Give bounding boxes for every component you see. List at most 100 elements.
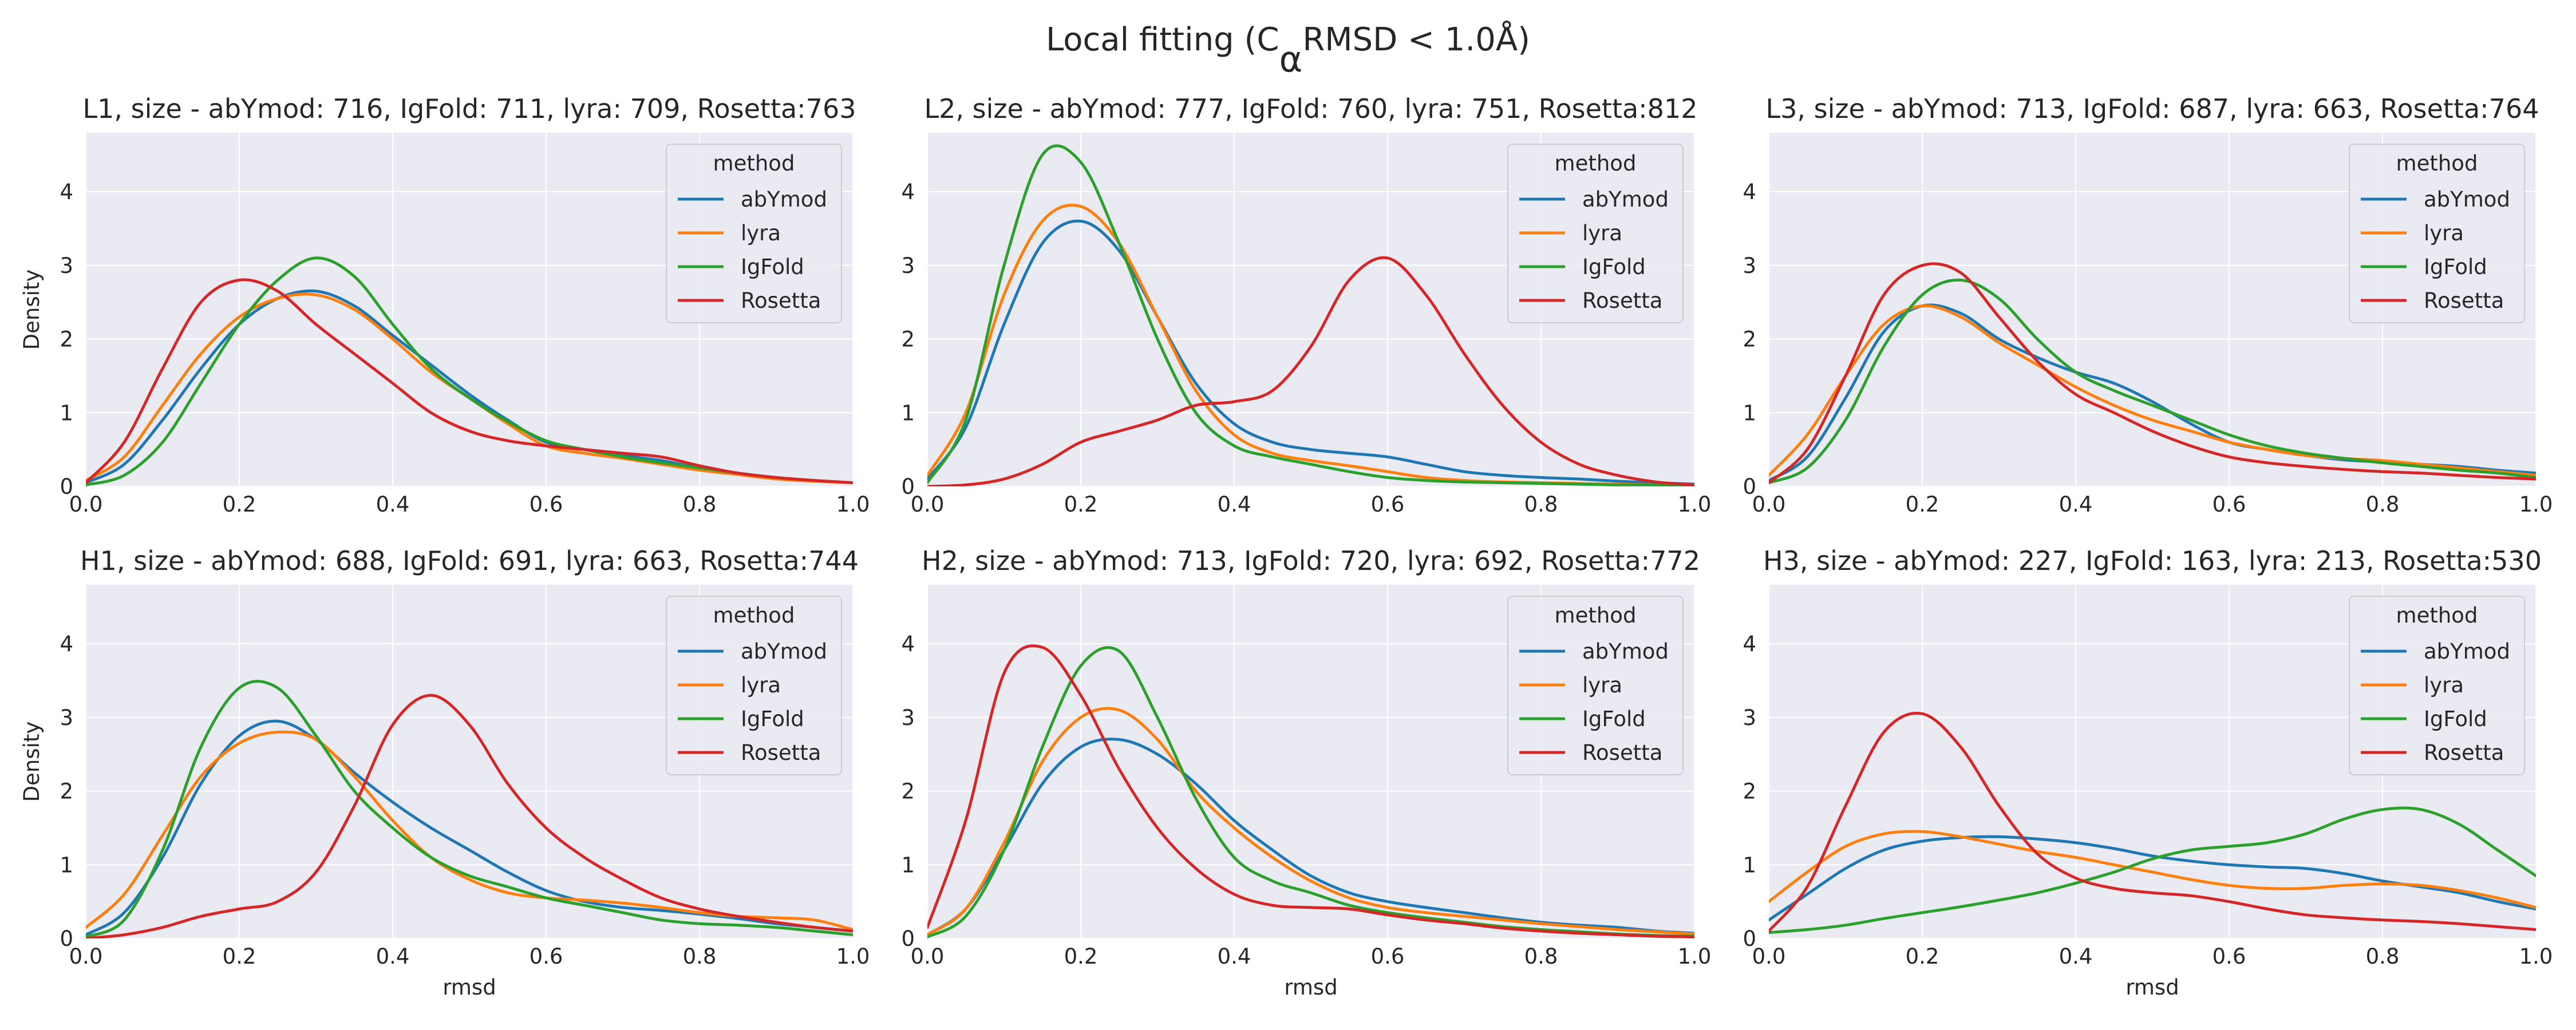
subplot-5: H3, size - abYmod: 227, IgFold: 163, lyr… xyxy=(1743,545,2553,1000)
legend-box xyxy=(1507,596,1684,775)
x-axis-label: rmsd xyxy=(442,975,496,1000)
x-tick-label: 1.0 xyxy=(2519,944,2553,969)
y-tick-label: 1 xyxy=(60,853,73,877)
legend-title: method xyxy=(1555,603,1637,628)
x-tick-label: 0.2 xyxy=(1064,944,1098,969)
x-tick-label: 0.8 xyxy=(683,944,717,969)
y-tick-label: 0 xyxy=(1743,926,1756,951)
x-tick-label: 1.0 xyxy=(2519,492,2553,517)
y-axis-label: Density xyxy=(19,270,44,350)
x-tick-label: 0.8 xyxy=(683,492,717,517)
y-axis-label: Density xyxy=(19,722,44,802)
y-tick-label: 2 xyxy=(901,327,915,352)
x-tick-label: 0.0 xyxy=(1752,944,1786,969)
x-tick-label: 0.2 xyxy=(1906,944,1939,969)
subplot-title: H3, size - abYmod: 227, IgFold: 163, lyr… xyxy=(1763,545,2542,576)
y-tick-label: 4 xyxy=(60,632,73,656)
figure-title-prefix: Local fitting (C xyxy=(1046,21,1279,58)
series-line-IgFold xyxy=(1769,806,2536,934)
y-tick-label: 3 xyxy=(60,253,73,278)
series-line-Rosetta xyxy=(1769,262,2536,485)
figure-title-subscript: α xyxy=(1279,38,1302,80)
subplot-grid: L1, size - abYmod: 716, IgFold: 711, lyr… xyxy=(19,93,2553,1000)
series-line-lyra xyxy=(1769,830,2536,909)
x-tick-label: 0.2 xyxy=(223,944,256,969)
series-line-Rosetta xyxy=(927,256,1694,486)
legend-title: method xyxy=(713,603,795,628)
series-line-IgFold xyxy=(86,680,853,938)
series-line-lyra xyxy=(86,730,853,931)
series-line-Rosetta xyxy=(86,694,853,938)
series-line-abYmod xyxy=(86,719,853,937)
legend-label-Rosetta: Rosetta xyxy=(1582,288,1662,313)
x-tick-label: 0.0 xyxy=(911,492,945,517)
series-line-abYmod xyxy=(927,219,1694,486)
x-axis-label: rmsd xyxy=(1284,975,1337,1000)
subplot-1: L2, size - abYmod: 777, IgFold: 760, lyr… xyxy=(901,93,1711,517)
x-tick-label: 0.4 xyxy=(376,944,410,969)
legend-label-Rosetta: Rosetta xyxy=(741,288,821,313)
y-tick-label: 0 xyxy=(60,926,73,951)
legend-label-lyra: lyra xyxy=(741,221,781,245)
subplot-title: L1, size - abYmod: 716, IgFold: 711, lyr… xyxy=(83,93,856,124)
series-lines xyxy=(1769,262,2536,485)
legend-title: method xyxy=(2396,151,2478,176)
series-line-IgFold xyxy=(927,646,1694,938)
series-lines xyxy=(927,644,1694,938)
x-tick-label: 0.4 xyxy=(2059,492,2093,517)
x-tick-label: 0.8 xyxy=(1524,492,1558,517)
legend-label-Rosetta: Rosetta xyxy=(741,740,821,765)
x-tick-label: 0.0 xyxy=(69,492,103,517)
series-line-lyra xyxy=(927,707,1694,937)
x-tick-label: 0.2 xyxy=(1906,492,1939,517)
x-tick-label: 0.6 xyxy=(2212,944,2246,969)
x-tick-label: 0.4 xyxy=(1218,944,1251,969)
legend-label-lyra: lyra xyxy=(1582,221,1622,245)
legend-label-lyra: lyra xyxy=(741,673,781,698)
series-line-Rosetta xyxy=(1769,711,2536,933)
legend: method abYmod lyra IgFold Rosetta xyxy=(2349,144,2525,323)
y-tick-label: 2 xyxy=(60,779,73,804)
legend-label-IgFold: IgFold xyxy=(741,255,804,279)
figure-title-suffix: RMSD < 1.0Å) xyxy=(1302,21,1530,58)
legend-label-abYmod: abYmod xyxy=(2424,187,2510,212)
subplot-title: L2, size - abYmod: 777, IgFold: 760, lyr… xyxy=(924,93,1698,124)
x-tick-label: 1.0 xyxy=(836,944,870,969)
y-tick-label: 4 xyxy=(901,632,915,656)
legend: method abYmod lyra IgFold Rosetta xyxy=(1507,596,1684,775)
legend-label-IgFold: IgFold xyxy=(2424,255,2487,279)
legend-label-abYmod: abYmod xyxy=(741,639,827,664)
legend-box xyxy=(1507,144,1684,323)
legend-label-Rosetta: Rosetta xyxy=(2424,288,2504,313)
legend-label-abYmod: abYmod xyxy=(741,187,827,212)
x-tick-label: 0.8 xyxy=(2366,492,2400,517)
legend-label-IgFold: IgFold xyxy=(1582,707,1646,731)
y-tick-label: 4 xyxy=(1743,180,1756,204)
legend-title: method xyxy=(713,151,795,176)
series-line-Rosetta xyxy=(86,278,853,485)
x-tick-label: 0.6 xyxy=(2212,492,2246,517)
y-tick-label: 3 xyxy=(901,706,915,730)
series-line-lyra xyxy=(1769,304,2536,477)
legend-label-abYmod: abYmod xyxy=(2424,639,2510,664)
x-tick-label: 0.4 xyxy=(1218,492,1251,517)
legend-box xyxy=(2349,596,2525,775)
legend-label-lyra: lyra xyxy=(2424,221,2464,245)
y-tick-label: 3 xyxy=(901,253,915,278)
y-tick-label: 0 xyxy=(60,474,73,499)
y-tick-label: 4 xyxy=(1743,632,1756,656)
legend-label-lyra: lyra xyxy=(2424,673,2464,698)
legend-label-abYmod: abYmod xyxy=(1582,187,1669,212)
subplot-title: H1, size - abYmod: 688, IgFold: 691, lyr… xyxy=(80,545,859,576)
x-tick-label: 0.0 xyxy=(1752,492,1786,517)
subplot-3: H1, size - abYmod: 688, IgFold: 691, lyr… xyxy=(19,545,870,1000)
legend-title: method xyxy=(2396,603,2478,628)
legend: method abYmod lyra IgFold Rosetta xyxy=(2349,596,2525,775)
x-tick-label: 0.8 xyxy=(2366,944,2400,969)
series-lines xyxy=(927,144,1694,486)
series-lines xyxy=(86,680,853,938)
y-tick-label: 1 xyxy=(901,853,915,877)
y-tick-label: 1 xyxy=(60,401,73,425)
y-tick-label: 1 xyxy=(1743,401,1756,425)
